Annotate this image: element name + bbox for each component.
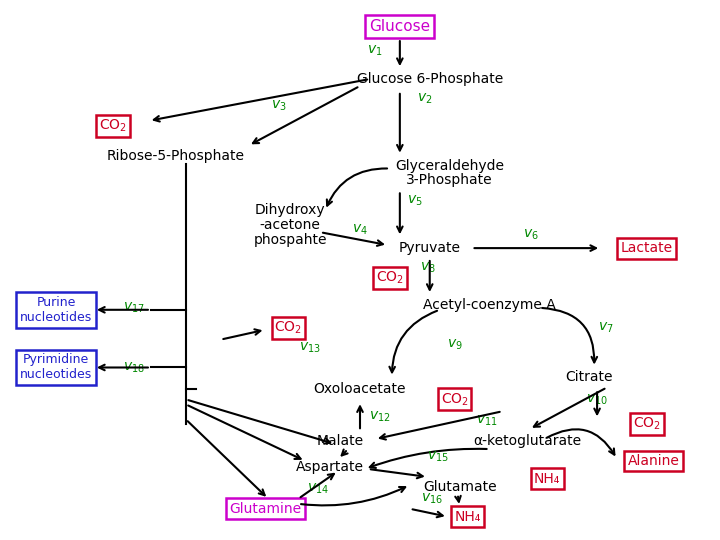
Text: $v_{13}$: $v_{13}$	[300, 340, 321, 355]
Text: Glucose 6-Phosphate: Glucose 6-Phosphate	[356, 72, 503, 86]
Text: α-ketoglutarate: α-ketoglutarate	[473, 434, 582, 448]
Text: CO$_2$: CO$_2$	[376, 270, 404, 286]
Text: $v_{17}$: $v_{17}$	[123, 301, 145, 315]
Text: $v_{3}$: $v_{3}$	[271, 99, 286, 113]
Text: $v_{6}$: $v_{6}$	[523, 228, 539, 242]
Text: Dihydroxy: Dihydroxy	[255, 203, 325, 217]
Text: $v_{9}$: $v_{9}$	[447, 338, 462, 352]
Text: $v_{12}$: $v_{12}$	[369, 410, 391, 424]
Text: $v_{8}$: $v_{8}$	[420, 261, 436, 275]
Text: Lactate: Lactate	[621, 241, 673, 255]
Text: $v_{7}$: $v_{7}$	[598, 321, 614, 335]
Text: Oxoloacetate: Oxoloacetate	[314, 382, 406, 396]
Text: $v_{4}$: $v_{4}$	[352, 223, 368, 238]
Text: $v_{14}$: $v_{14}$	[307, 482, 329, 496]
Text: CO$_2$: CO$_2$	[99, 118, 127, 134]
Text: $v_{15}$: $v_{15}$	[427, 450, 449, 464]
Text: Alanine: Alanine	[628, 454, 680, 468]
Text: $v_{5}$: $v_{5}$	[407, 193, 423, 207]
Text: CO$_2$: CO$_2$	[441, 391, 469, 408]
Text: $v_{10}$: $v_{10}$	[586, 392, 608, 407]
Text: CO$_2$: CO$_2$	[633, 416, 661, 433]
Text: Glyceraldehyde: Glyceraldehyde	[395, 159, 504, 173]
Text: Glutamate: Glutamate	[423, 480, 496, 494]
Text: NH₄: NH₄	[534, 472, 560, 486]
Text: Ribose-5-Phosphate: Ribose-5-Phosphate	[107, 148, 245, 163]
Text: NH₄: NH₄	[454, 510, 481, 524]
Text: $v_{11}$: $v_{11}$	[476, 414, 498, 428]
Text: $v_{18}$: $v_{18}$	[123, 360, 145, 375]
Text: phospahte: phospahte	[253, 233, 327, 247]
Text: 3-Phosphate: 3-Phosphate	[406, 173, 493, 187]
Text: -acetone: -acetone	[260, 218, 320, 232]
Text: Citrate: Citrate	[565, 370, 613, 384]
Text: $v_{2}$: $v_{2}$	[417, 92, 433, 106]
Text: Aspartate: Aspartate	[296, 460, 364, 474]
Text: Pyrimidine
nucleotides: Pyrimidine nucleotides	[20, 354, 92, 381]
Text: Glucose: Glucose	[369, 19, 431, 34]
Text: $v_{16}$: $v_{16}$	[420, 491, 443, 506]
Text: Pyruvate: Pyruvate	[399, 241, 461, 255]
Text: Purine
nucleotides: Purine nucleotides	[20, 296, 92, 324]
Text: Glutamine: Glutamine	[229, 502, 302, 516]
Text: $v_{1}$: $v_{1}$	[367, 44, 382, 58]
Text: Malate: Malate	[317, 434, 364, 448]
Text: Acetyl-coenzyme A: Acetyl-coenzyme A	[423, 298, 556, 312]
Text: CO$_2$: CO$_2$	[274, 320, 302, 336]
